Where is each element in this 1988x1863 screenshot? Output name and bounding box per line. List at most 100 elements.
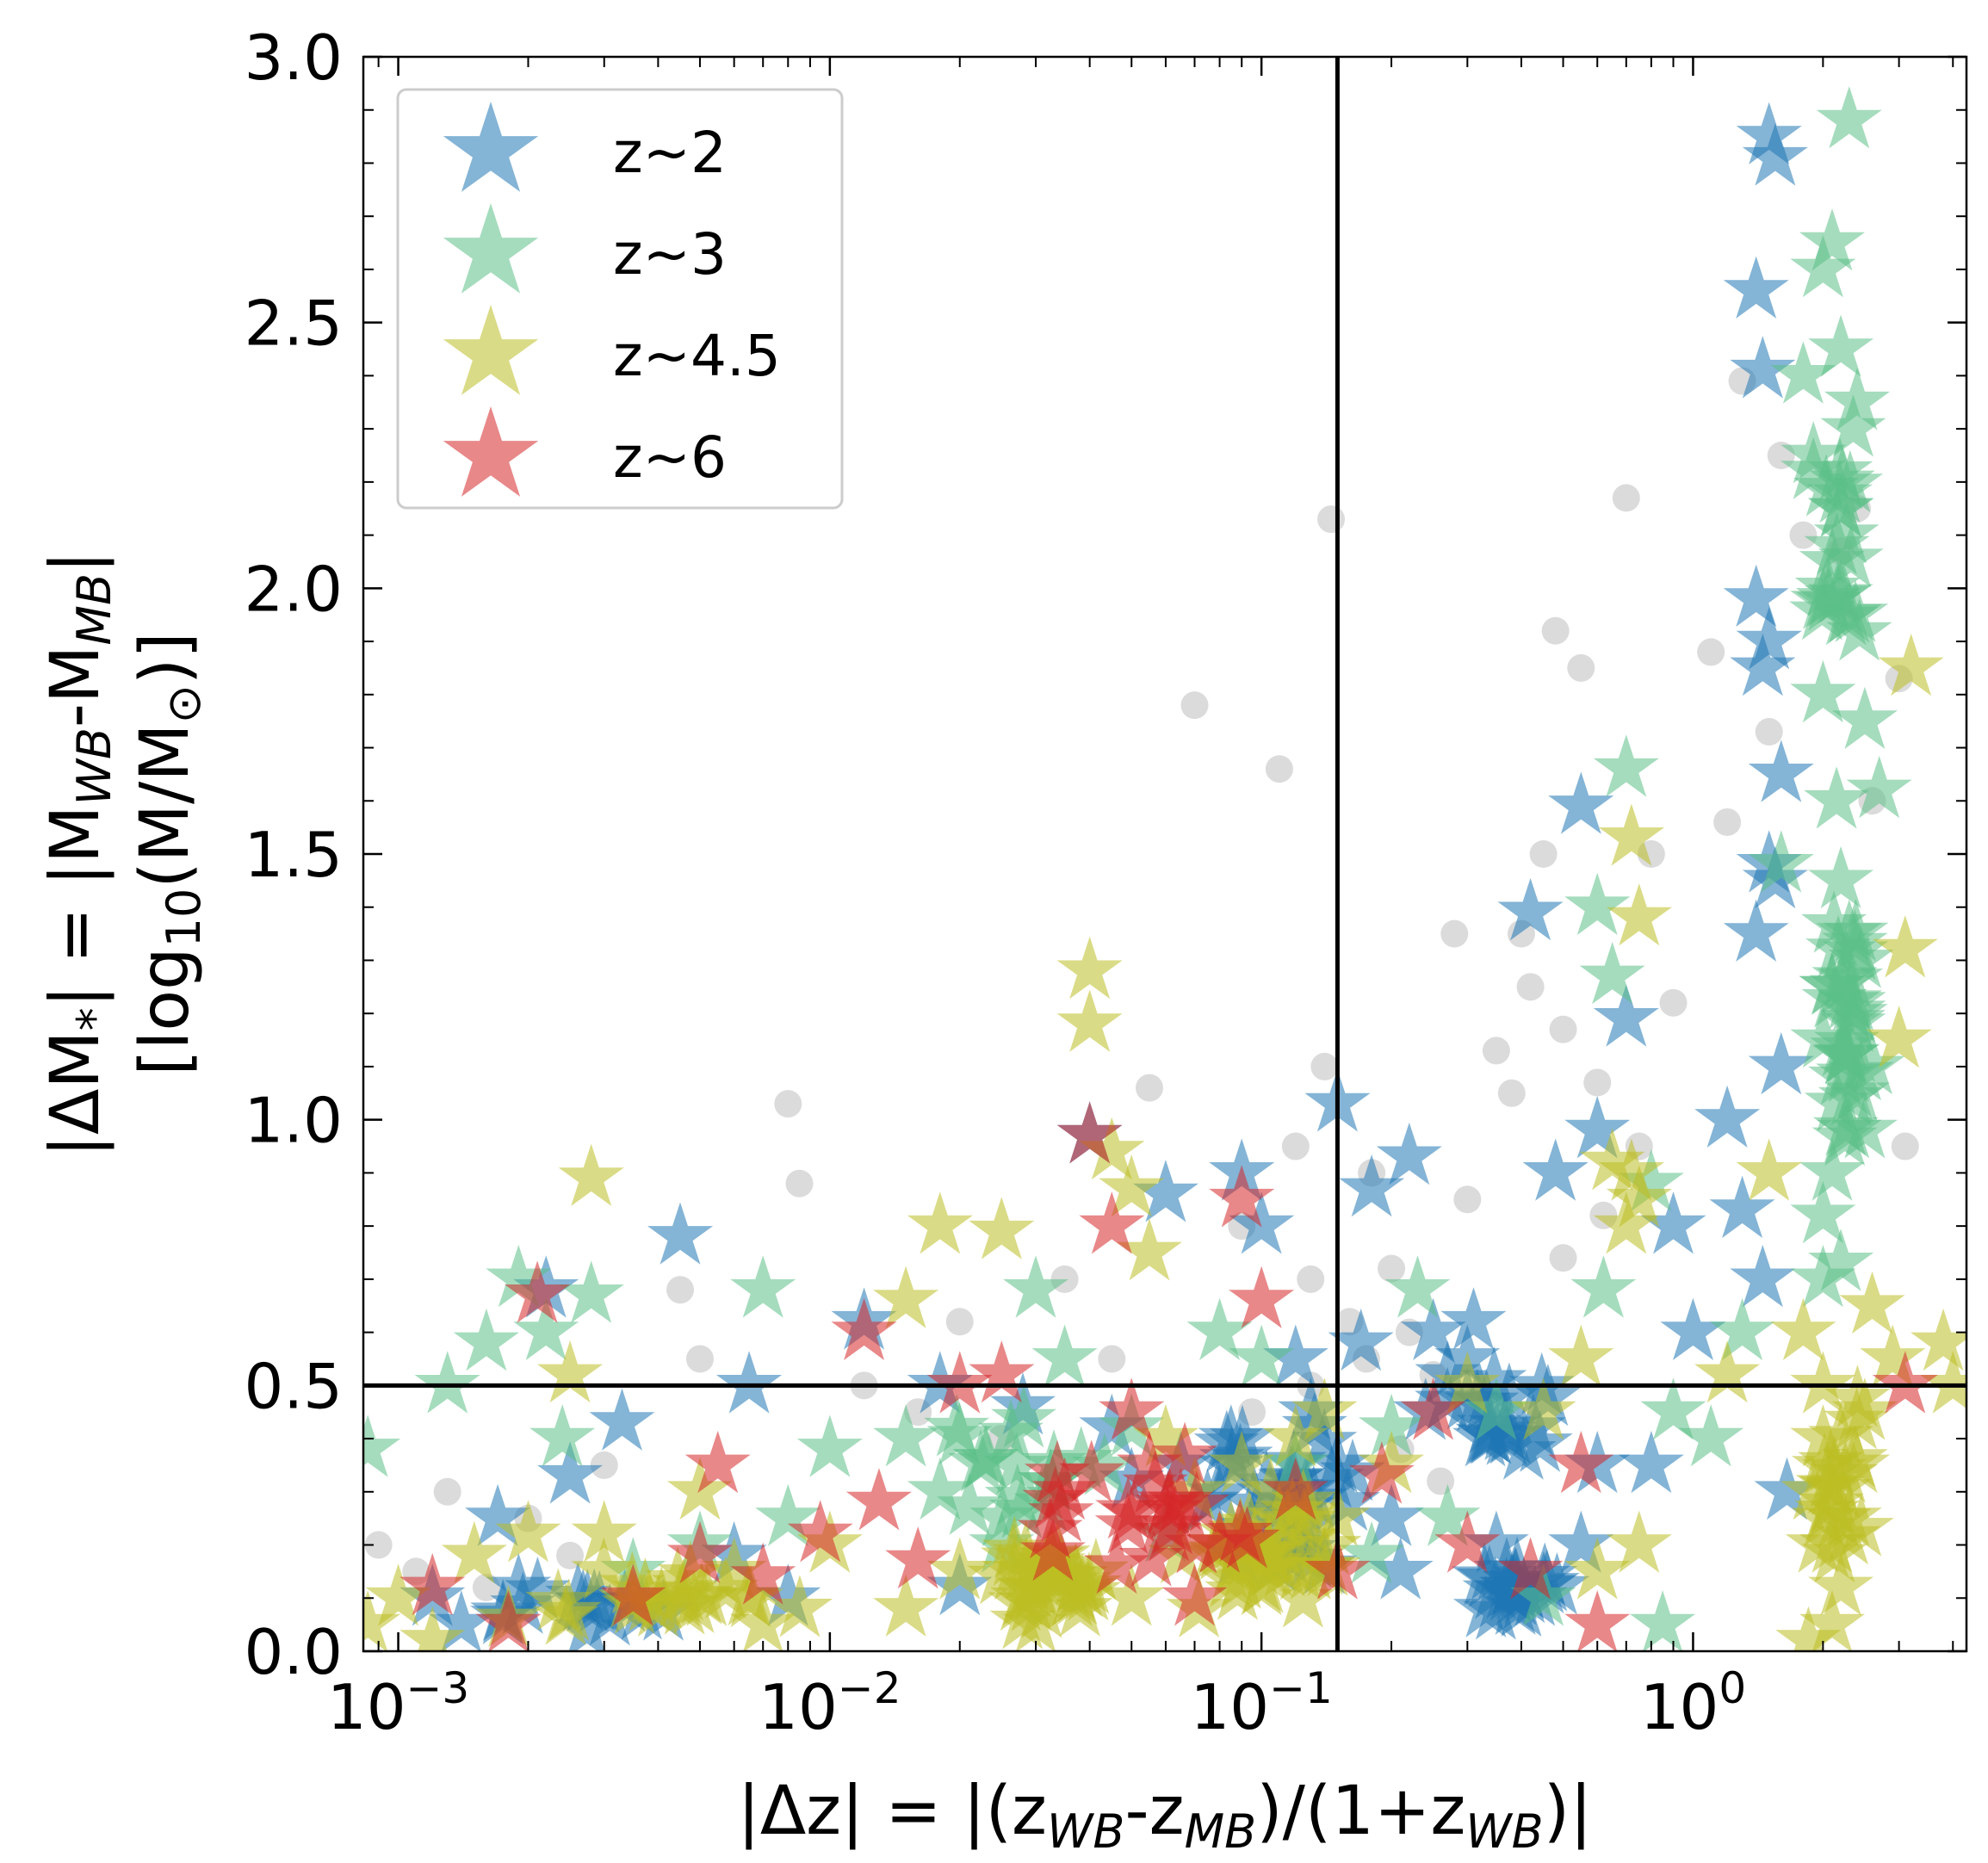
- data-point: [1254, 1487, 1320, 1550]
- x-tick-label: 100: [1640, 1663, 1746, 1743]
- data-point: [537, 1441, 604, 1504]
- data-point: [1770, 1297, 1836, 1360]
- data-point: [652, 1572, 718, 1635]
- data-point: [1548, 1430, 1614, 1494]
- data-point: [1136, 1467, 1203, 1531]
- data-point: [1606, 1510, 1672, 1573]
- data-point: [1118, 1524, 1185, 1587]
- data-point: [1808, 1229, 1874, 1291]
- data-point: [1813, 1021, 1880, 1084]
- data-point: [465, 1483, 531, 1546]
- data-point: [1079, 1191, 1145, 1254]
- data-point: [1152, 1421, 1218, 1484]
- data-point: [983, 1432, 1050, 1495]
- data-point: [1781, 436, 1847, 499]
- data-point: [1291, 1377, 1358, 1440]
- data-point: [1564, 1537, 1631, 1600]
- data-point: [1214, 1506, 1280, 1569]
- data-point: [558, 1143, 624, 1206]
- data-point: [1659, 988, 1688, 1017]
- data-point: [1180, 691, 1209, 720]
- data-point: [414, 1351, 480, 1414]
- data-point: [1799, 208, 1865, 271]
- data-point: [1237, 1457, 1304, 1520]
- data-point: [1099, 1563, 1165, 1626]
- data-point: [1376, 1122, 1442, 1185]
- data-point: [1612, 484, 1640, 512]
- data-point: [1812, 1093, 1879, 1156]
- axes: [362, 55, 1968, 1653]
- data-point: [1098, 1345, 1126, 1373]
- data-point: [1463, 1510, 1529, 1573]
- data-point: [1056, 989, 1123, 1052]
- data-point: [571, 1500, 637, 1563]
- data-point: [845, 1468, 912, 1531]
- data-points: [363, 86, 1966, 1651]
- data-point: [1541, 616, 1570, 645]
- data-point: [1482, 1037, 1510, 1065]
- data-point: [1136, 1499, 1202, 1562]
- data-point: [1497, 877, 1564, 941]
- data-point: [1490, 1417, 1557, 1480]
- data-point: [1709, 1297, 1775, 1360]
- data-point: [1598, 1138, 1664, 1201]
- data-point: [1400, 1377, 1466, 1440]
- data-point: [1754, 1457, 1820, 1520]
- data-point: [1497, 1537, 1564, 1600]
- data-point: [926, 1537, 993, 1600]
- data-point: [831, 1297, 897, 1360]
- data-point: [1099, 1154, 1165, 1217]
- data-point: [1730, 1244, 1796, 1308]
- data-point: [1229, 1191, 1295, 1254]
- data-point: [1846, 755, 1912, 819]
- data-point: [1630, 1590, 1696, 1651]
- data-point: [1522, 1138, 1589, 1201]
- data-point: [1058, 1439, 1124, 1502]
- data-point: [1828, 1494, 1894, 1557]
- data-point: [1748, 830, 1814, 893]
- data-point: [1020, 1518, 1087, 1581]
- data-point: [1748, 1031, 1814, 1095]
- data-point: [1872, 1351, 1938, 1414]
- data-point: [1694, 1340, 1761, 1403]
- data-point: [1694, 1085, 1761, 1148]
- legend-label-z2: z~2: [613, 120, 727, 186]
- data-point: [1872, 915, 1938, 978]
- data-point: [907, 1457, 973, 1520]
- data-point: [1567, 653, 1595, 682]
- x-axis-label: |Δz| = |(zWB-zMB)/(1+zWB)|: [738, 1773, 1593, 1859]
- data-point: [1808, 1552, 1874, 1616]
- data-point: [441, 1520, 507, 1584]
- data-point: [1367, 1537, 1434, 1600]
- legend-marker-z45: [443, 305, 539, 395]
- data-point: [1359, 1430, 1425, 1494]
- data-point: [1079, 1117, 1145, 1180]
- data-point: [1824, 1387, 1890, 1450]
- data-point: [1811, 943, 1878, 1006]
- data-point: [1723, 899, 1789, 962]
- data-point: [1813, 500, 1880, 564]
- data-point: [1434, 1351, 1501, 1414]
- data-point: [1809, 447, 1875, 510]
- data-point: [1296, 1512, 1362, 1575]
- x-tick-label: 10−2: [759, 1663, 901, 1743]
- data-point: [1339, 1520, 1405, 1584]
- data-point: [1056, 1101, 1123, 1164]
- data-point: [1281, 1132, 1310, 1161]
- data-point: [907, 1191, 973, 1254]
- data-point: [926, 1351, 993, 1414]
- data-point: [1229, 1266, 1295, 1328]
- data-point: [1790, 659, 1856, 723]
- data-point: [365, 1563, 431, 1626]
- data-point: [571, 1537, 637, 1600]
- data-point: [685, 1345, 714, 1373]
- data-point: [755, 1563, 821, 1626]
- data-point: [730, 1255, 796, 1318]
- data-point: [1755, 718, 1783, 746]
- data-point: [1310, 1052, 1339, 1080]
- data-point: [948, 1429, 1014, 1492]
- data-point: [991, 1385, 1056, 1448]
- data-point: [1415, 1483, 1481, 1546]
- data-point: [1781, 1457, 1847, 1520]
- data-point: [1730, 336, 1796, 399]
